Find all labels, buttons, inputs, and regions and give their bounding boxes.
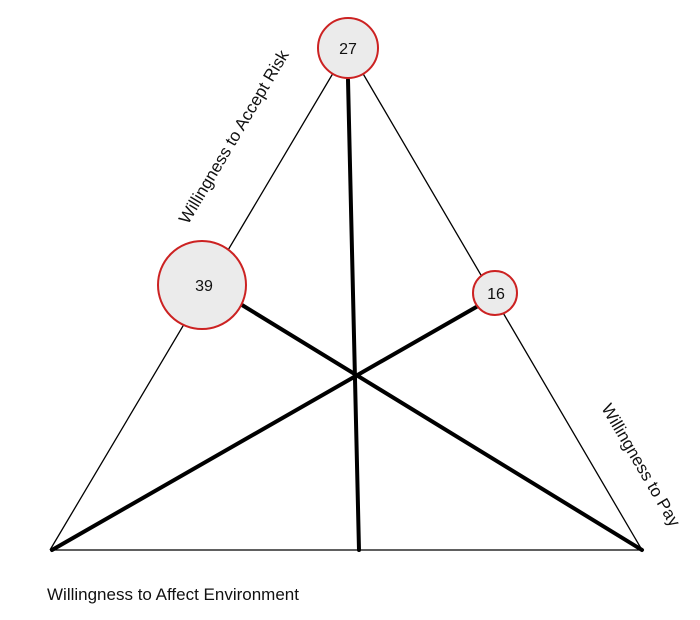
label-left-edge: Willingness to Accept Risk — [175, 46, 293, 227]
node-left: 39 — [157, 240, 247, 330]
spoke-top-to-bottom — [346, 78, 361, 552]
label-bottom-edge: Willingness to Affect Environment — [47, 585, 299, 604]
label-right-edge: Willingness to Pay — [598, 400, 685, 530]
spoke-right-to-bottom-left — [50, 304, 480, 552]
node-right-value: 16 — [487, 286, 505, 303]
node-right: 16 — [472, 270, 518, 316]
node-top: 27 — [317, 17, 379, 79]
node-left-circle — [157, 240, 247, 330]
node-top-circle — [317, 17, 379, 79]
node-right-circle — [472, 270, 518, 316]
spoke-left-to-bottom-right — [240, 303, 644, 552]
node-top-value: 27 — [339, 41, 357, 58]
node-left-value: 39 — [195, 278, 213, 295]
